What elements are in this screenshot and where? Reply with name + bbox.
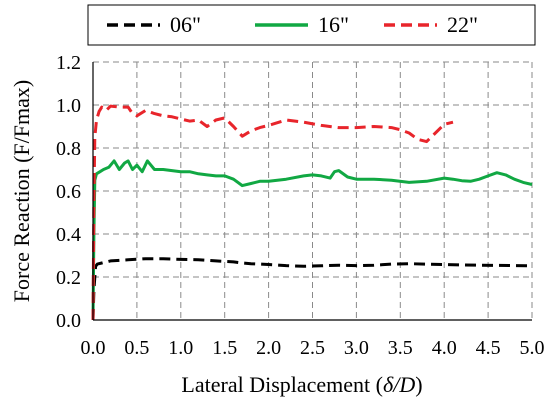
legend-label: 22" bbox=[447, 12, 478, 37]
x-tick-label: 4.0 bbox=[432, 337, 457, 359]
y-tick-label: 0.2 bbox=[56, 267, 81, 289]
legend-box bbox=[87, 4, 536, 46]
series-line-0 bbox=[91, 257, 533, 321]
x-tick-label: 2.0 bbox=[256, 337, 281, 359]
x-tick-label: 1.0 bbox=[168, 337, 193, 359]
axes bbox=[92, 62, 532, 321]
x-tick-label: 0.0 bbox=[81, 337, 106, 359]
series-layer bbox=[91, 104, 533, 321]
legend-label: 16" bbox=[318, 12, 349, 37]
legend: 06" 16" 22" bbox=[87, 4, 536, 46]
grid-lines bbox=[93, 61, 533, 320]
y-tick-label: 0.6 bbox=[56, 181, 81, 203]
y-tick-label: 1.2 bbox=[56, 52, 81, 74]
x-tick-label: 3.5 bbox=[388, 337, 413, 359]
x-tick-label: 1.5 bbox=[212, 337, 237, 359]
x-tick-label: 4.5 bbox=[476, 337, 501, 359]
y-tick-label: 0.8 bbox=[56, 138, 81, 160]
x-tick-label: 2.5 bbox=[300, 337, 325, 359]
y-tick-label: 0.0 bbox=[56, 310, 81, 332]
legend-label: 06" bbox=[170, 12, 201, 37]
x-tick-labels: 0.0 0.5 1.0 1.5 2.0 2.5 3.0 3.5 4.0 4.5 5.0 bbox=[81, 337, 545, 359]
x-axis-title-symbol: δ/D bbox=[383, 372, 415, 397]
y-tick-label: 1.0 bbox=[56, 95, 81, 117]
series-line-1 bbox=[91, 159, 533, 321]
x-tick-label: 3.0 bbox=[344, 337, 369, 359]
y-tick-label: 0.4 bbox=[56, 224, 81, 246]
y-tick-labels: 0.0 0.2 0.4 0.6 0.8 1.0 1.2 bbox=[56, 52, 81, 332]
x-tick-label: 0.5 bbox=[124, 337, 149, 359]
x-axis-title: Lateral Displacement (δ/D) bbox=[181, 372, 422, 397]
y-axis-title: Force Reaction (F/Fmax) bbox=[9, 80, 34, 302]
series-line-2 bbox=[91, 104, 454, 321]
x-tick-label: 5.0 bbox=[520, 337, 545, 359]
